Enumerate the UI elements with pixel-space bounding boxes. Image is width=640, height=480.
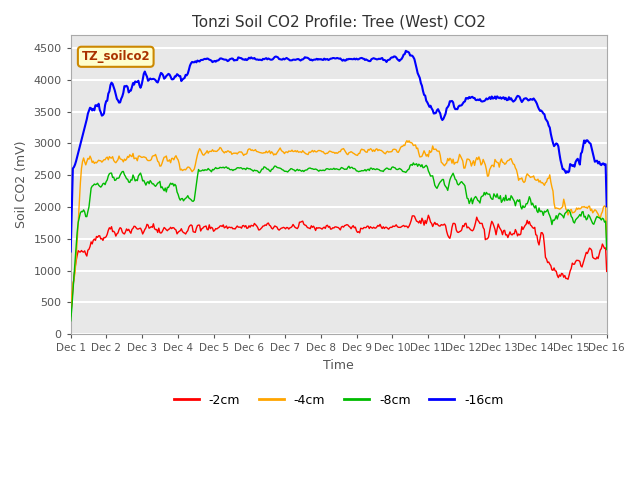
Text: TZ_soilco2: TZ_soilco2 <box>81 50 150 63</box>
Title: Tonzi Soil CO2 Profile: Tree (West) CO2: Tonzi Soil CO2 Profile: Tree (West) CO2 <box>192 15 486 30</box>
Legend: -2cm, -4cm, -8cm, -16cm: -2cm, -4cm, -8cm, -16cm <box>168 389 509 411</box>
Y-axis label: Soil CO2 (mV): Soil CO2 (mV) <box>15 141 28 228</box>
X-axis label: Time: Time <box>323 359 354 372</box>
